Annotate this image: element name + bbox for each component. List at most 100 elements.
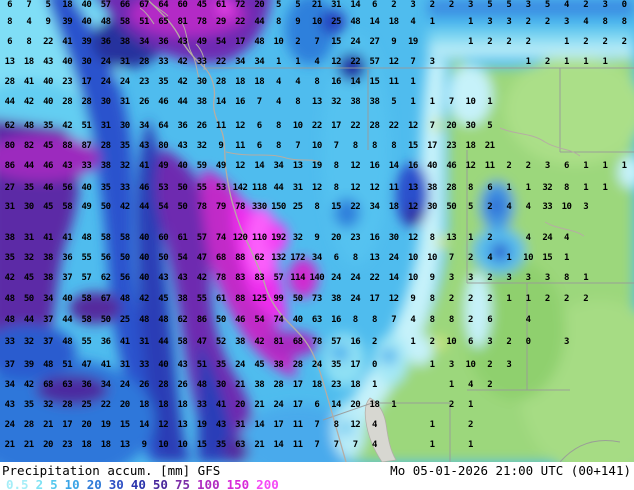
precip-value: 6: [314, 400, 320, 410]
legend-value: 5: [50, 477, 58, 490]
precip-value: 27: [369, 37, 380, 47]
precip-value: 14: [254, 420, 265, 430]
legend-value: 50: [152, 477, 168, 490]
precip-value: 4: [506, 202, 512, 212]
precip-value: [480, 57, 499, 67]
precip-value: [518, 420, 537, 430]
precip-value: 6: [333, 253, 339, 263]
precip-value: 10: [407, 273, 418, 283]
precip-value: 13: [292, 161, 303, 171]
precip-value: 61: [215, 0, 226, 10]
precip-value: 1: [391, 400, 397, 410]
precip-value: 14: [215, 97, 226, 107]
precip-value: [615, 294, 634, 304]
precip-value: [576, 141, 595, 151]
precip-value: 14: [254, 161, 265, 171]
grid-row: 48 50 34 40 58 67 48 42 45 38 55 61 88 125 99 50 73 38 24 1…: [0, 294, 634, 304]
precip-value: 41: [62, 233, 73, 243]
precip-value: 2: [372, 337, 377, 347]
precip-value: 20: [254, 0, 265, 10]
precip-value: 5: [506, 0, 512, 10]
precip-value: 24: [542, 233, 553, 243]
precip-value: 55: [196, 294, 207, 304]
precip-value: 2: [487, 360, 493, 370]
precip-value: 78: [215, 273, 226, 283]
precip-value: 4: [583, 17, 589, 27]
precip-value: 42: [119, 202, 130, 212]
precip-value: 4: [372, 440, 377, 450]
precip-value: 10: [177, 440, 188, 450]
precip-value: 38: [350, 97, 361, 107]
precip-value: 18: [139, 400, 149, 410]
precip-value: 21: [23, 440, 34, 450]
precip-value: [595, 337, 614, 347]
grid-row: 8 4 9 39 40 48 58 51 65 81 78 29 22 44 8 9 10 25 48 14 18 4 1 1…: [0, 17, 634, 27]
precip-value: 40: [81, 183, 92, 193]
precip-value: 31: [235, 420, 245, 430]
precip-value: 86: [4, 161, 15, 171]
precip-value: 4: [487, 253, 493, 263]
precip-value: [422, 400, 441, 410]
precip-value: 64: [158, 0, 169, 10]
precip-value: 35: [100, 183, 111, 193]
precip-value: 58: [119, 17, 130, 27]
precip-value: 13: [119, 440, 130, 450]
precip-value: 61: [177, 233, 188, 243]
precip-value: 46: [446, 161, 457, 171]
precip-value: [595, 315, 614, 325]
precip-value: 1: [468, 233, 473, 243]
precip-value: 12: [350, 161, 361, 171]
precip-value: 8: [429, 233, 435, 243]
precip-value: 2: [391, 0, 397, 10]
precip-value: 1: [564, 37, 569, 47]
precip-value: [538, 360, 557, 370]
precip-value: [384, 360, 403, 370]
precip-value: 22: [350, 57, 361, 67]
precip-value: 18: [388, 202, 399, 212]
precip-value: 30: [196, 77, 207, 87]
precip-value: 4: [468, 380, 473, 390]
precip-value: [538, 121, 557, 131]
precip-value: [538, 420, 557, 430]
precip-value: 19: [407, 37, 418, 47]
legend-value: 0.5: [6, 477, 29, 490]
precip-value: [615, 337, 634, 347]
precip-value: 49: [158, 161, 169, 171]
precip-value: 30: [427, 202, 437, 212]
grid-row: 48 44 37 44 58 50 25 48 48 62 86 50 46 54 74 40 63 16 8 8 7 4…: [0, 315, 634, 325]
precip-value: 1: [525, 183, 531, 193]
precip-value: 7: [448, 97, 454, 107]
precip-value: [557, 360, 576, 370]
precip-value: 40: [427, 161, 437, 171]
precip-value: 12: [407, 233, 418, 243]
precip-value: 24: [119, 77, 130, 87]
precip-value: 8: [295, 97, 301, 107]
precip-value: 17: [292, 400, 303, 410]
precip-value: 60: [177, 0, 188, 10]
precip-value: 62: [177, 315, 188, 325]
grid-row: 35 32 38 36 55 56 50 40 50 54 47 68 88 62 132 172 34 6 8 13…: [0, 253, 634, 263]
precip-value: 54: [177, 253, 188, 263]
precip-value: 88: [62, 141, 73, 151]
precip-value: 48: [23, 121, 34, 131]
legend-value: 200: [256, 477, 279, 490]
precip-value: 46: [139, 183, 149, 193]
precipitation-field-svg: [0, 0, 634, 462]
precip-value: 50: [177, 202, 188, 212]
precip-value: [403, 400, 422, 410]
precip-value: 2: [487, 273, 493, 283]
precip-value: 20: [43, 440, 53, 450]
precip-value: 8: [275, 17, 281, 27]
caption-bar: Precipitation accum. [mm] GFS Mo 05-01-2…: [0, 462, 634, 490]
precip-value: 12: [369, 183, 380, 193]
precip-value: 18: [177, 400, 188, 410]
precip-value: [557, 121, 576, 131]
precip-value: 15: [542, 253, 553, 263]
precip-value: 2: [564, 294, 569, 304]
precip-value: 21: [484, 141, 495, 151]
precip-value: 40: [81, 0, 92, 10]
precip-value: [595, 77, 614, 87]
precip-value: 1: [429, 17, 435, 27]
precip-value: 40: [292, 315, 303, 325]
precip-value: 1: [468, 440, 473, 450]
